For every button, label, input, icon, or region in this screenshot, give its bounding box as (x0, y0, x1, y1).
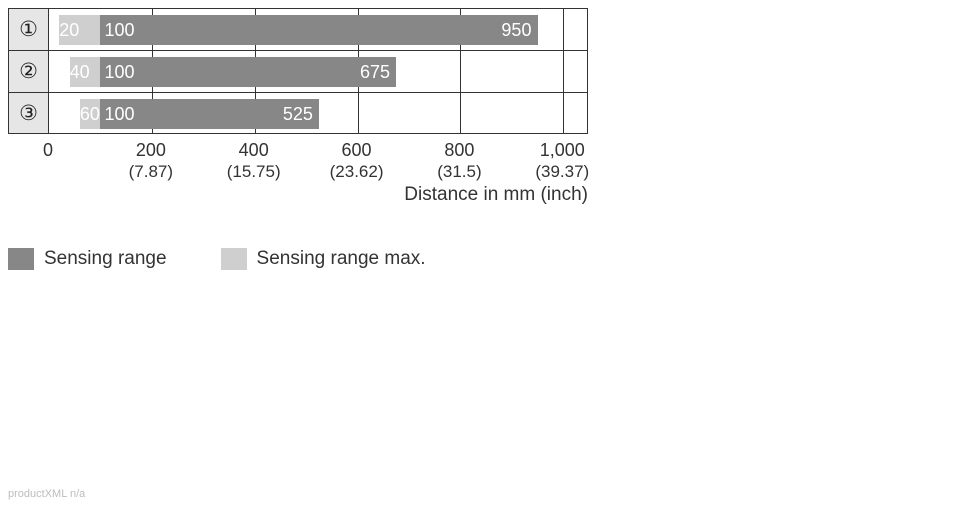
axis-tick: 800(31.5) (437, 140, 481, 182)
legend: Sensing range Sensing range max. (8, 248, 426, 270)
axis-tick: 1,000(39.37) (535, 140, 589, 182)
tick-inch: (23.62) (330, 162, 384, 182)
bar-value-label: 20 (59, 15, 79, 45)
gridline (563, 51, 564, 92)
gridline (358, 93, 359, 133)
legend-label: Sensing range max. (257, 248, 426, 270)
bar-value-label: 40 (70, 57, 90, 87)
tick-mm: 0 (43, 140, 53, 162)
row-plot: 60100 525 (49, 93, 587, 133)
row-label: ① (9, 9, 49, 50)
sensing-range-chart: ①20100950②40100675③60100525 Distance in … (8, 8, 588, 200)
tick-inch: (7.87) (129, 162, 173, 182)
gridline (563, 9, 564, 50)
tick-mm: 400 (227, 140, 281, 162)
bar-value-label: 100 (105, 57, 135, 87)
row-plot: 20 100 950 (49, 9, 587, 50)
tick-mm: 200 (129, 140, 173, 162)
legend-item: Sensing range (8, 248, 167, 270)
axis-tick: 200(7.87) (129, 140, 173, 182)
tick-mm: 800 (437, 140, 481, 162)
legend-item: Sensing range max. (221, 248, 426, 270)
bar-sensing-range (100, 15, 537, 45)
legend-swatch (221, 248, 247, 270)
bar-value-label: 100 (105, 15, 135, 45)
chart-row: ② 40 100 675 (8, 50, 588, 92)
x-axis: Distance in mm (inch) 0200(7.87)400(15.7… (48, 140, 588, 200)
row-plot: 40 100 675 (49, 51, 587, 92)
axis-tick: 400(15.75) (227, 140, 281, 182)
axis-title: Distance in mm (inch) (404, 184, 588, 206)
bar-value-label: 950 (501, 15, 531, 45)
bar-value-label: 525 (283, 99, 313, 129)
footnote: productXML n/a (8, 488, 85, 500)
tick-mm: 600 (330, 140, 384, 162)
bar-value-label: 60 (80, 99, 100, 129)
legend-swatch (8, 248, 34, 270)
gridline (460, 51, 461, 92)
gridline (460, 93, 461, 133)
chart-row: ③ 60100 525 (8, 92, 588, 134)
axis-tick: 0 (43, 140, 53, 162)
chart-row: ① 20 100 950 (8, 8, 588, 50)
bar-sensing-range (100, 57, 396, 87)
bar-value-label: 100 (105, 99, 135, 129)
gridline (563, 93, 564, 133)
legend-label: Sensing range (44, 248, 167, 270)
tick-inch: (15.75) (227, 162, 281, 182)
axis-tick: 600(23.62) (330, 140, 384, 182)
chart-rows: ①20100950②40100675③60100525 (8, 8, 588, 134)
bar-value-label: 675 (360, 57, 390, 87)
tick-mm: 1,000 (535, 140, 589, 162)
tick-inch: (39.37) (535, 162, 589, 182)
tick-inch: (31.5) (437, 162, 481, 182)
row-label: ③ (9, 93, 49, 133)
row-label: ② (9, 51, 49, 92)
